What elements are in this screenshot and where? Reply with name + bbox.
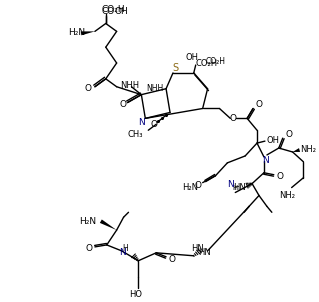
Text: CO₂H: CO₂H [102, 5, 125, 14]
Text: HN: HN [234, 183, 246, 192]
Text: HN: HN [198, 248, 211, 257]
Text: O: O [285, 130, 292, 139]
Text: H₂N: H₂N [79, 217, 96, 226]
Polygon shape [293, 148, 300, 152]
Text: CO: CO [102, 7, 115, 16]
Polygon shape [100, 220, 117, 230]
Text: H₂N: H₂N [182, 183, 198, 192]
Text: NH₂: NH₂ [300, 145, 316, 153]
Text: CO₂H: CO₂H [196, 59, 218, 68]
Text: CH₃: CH₃ [128, 130, 143, 139]
Text: O: O [168, 255, 175, 264]
Text: CO₂H: CO₂H [206, 56, 226, 66]
Polygon shape [81, 31, 95, 35]
Text: O: O [230, 114, 237, 123]
Text: NHH: NHH [146, 84, 164, 93]
Text: O: O [276, 172, 283, 181]
Text: OH: OH [115, 7, 129, 16]
Text: HO: HO [129, 290, 142, 299]
Text: O: O [85, 244, 93, 253]
Text: N: N [138, 118, 145, 127]
Text: N: N [263, 156, 269, 165]
Text: H: H [233, 185, 238, 191]
Text: N: N [119, 248, 126, 257]
Text: O: O [256, 100, 263, 109]
Text: H₂N: H₂N [69, 28, 86, 37]
Text: O: O [151, 120, 158, 129]
Text: HN: HN [191, 244, 204, 253]
Text: NH₂: NH₂ [279, 191, 295, 200]
Text: N: N [227, 180, 234, 189]
Text: OH: OH [185, 53, 198, 62]
Text: NHH: NHH [121, 81, 140, 90]
Text: O: O [85, 84, 92, 93]
Text: OH: OH [267, 136, 280, 145]
Text: O: O [119, 100, 126, 109]
Text: H: H [123, 244, 129, 253]
Text: S: S [172, 63, 178, 73]
Text: O: O [194, 181, 201, 190]
